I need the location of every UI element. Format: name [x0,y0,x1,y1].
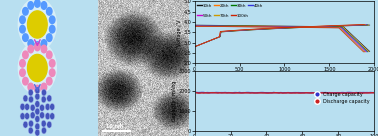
Circle shape [23,77,28,85]
Circle shape [35,43,40,51]
Circle shape [28,83,34,91]
Circle shape [20,113,25,120]
Circle shape [20,25,25,33]
Circle shape [25,113,29,120]
Y-axis label: Capacity / mAhg: Capacity / mAhg [172,80,177,121]
Circle shape [20,16,25,24]
Circle shape [35,116,40,122]
Circle shape [25,103,29,110]
Circle shape [28,54,47,82]
Circle shape [28,2,34,9]
Circle shape [35,93,40,100]
Circle shape [20,60,25,67]
Text: 10 nm: 10 nm [105,124,123,129]
Circle shape [19,42,56,94]
Circle shape [50,16,55,24]
Circle shape [40,112,45,119]
Circle shape [35,123,40,130]
Circle shape [50,103,55,110]
Legend: 50th, 70th, 100th: 50th, 70th, 100th [197,13,249,18]
Circle shape [41,96,46,103]
Circle shape [41,120,46,127]
Circle shape [46,51,52,59]
Circle shape [47,121,52,128]
Circle shape [23,51,28,59]
Circle shape [28,45,34,53]
Circle shape [23,7,28,15]
Circle shape [41,2,47,9]
Circle shape [46,77,52,85]
Circle shape [35,129,40,136]
Circle shape [28,40,34,47]
Circle shape [28,11,47,38]
Circle shape [41,83,47,91]
Circle shape [30,112,35,119]
Circle shape [23,95,28,102]
Circle shape [35,108,40,115]
Circle shape [35,0,40,7]
Circle shape [28,127,33,134]
X-axis label: Capacity per Co3O4 weight / mAhg: Capacity per Co3O4 weight / mAhg [241,73,328,78]
Legend: Charge capacity, Discharge capacity: Charge capacity, Discharge capacity [313,90,372,106]
Circle shape [28,120,33,127]
Circle shape [50,69,55,76]
Circle shape [41,45,47,53]
Circle shape [40,104,45,111]
Circle shape [46,34,52,41]
Circle shape [46,7,52,15]
Circle shape [30,104,35,111]
Circle shape [23,34,28,41]
Circle shape [47,95,52,102]
Circle shape [20,103,25,110]
Circle shape [45,103,50,110]
Circle shape [35,87,40,94]
Circle shape [35,101,40,107]
Circle shape [35,42,40,49]
Circle shape [28,96,33,103]
Circle shape [42,89,46,96]
Circle shape [50,25,55,33]
Circle shape [45,113,50,120]
Circle shape [23,121,28,128]
Circle shape [42,127,46,134]
Circle shape [28,89,33,96]
Circle shape [50,60,55,67]
Circle shape [20,69,25,76]
Circle shape [35,85,40,93]
Circle shape [41,40,47,47]
Circle shape [19,0,56,51]
Circle shape [50,113,55,120]
Y-axis label: Voltage / V: Voltage / V [177,19,182,46]
